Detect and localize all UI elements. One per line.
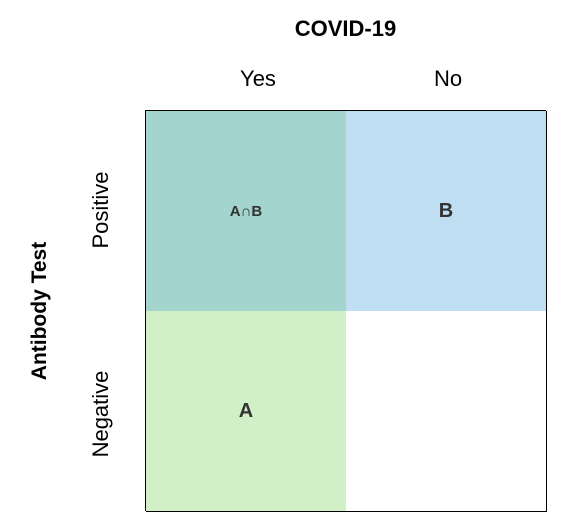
cell-negative-yes: A xyxy=(146,311,347,512)
row-title: Antibody Test xyxy=(28,241,51,381)
cell-positive-no: B xyxy=(346,111,547,312)
column-label-no: No xyxy=(433,66,463,91)
row-label-positive: Positive xyxy=(88,171,113,249)
cell-negative-no xyxy=(346,311,547,512)
contingency-grid: A∩B B A xyxy=(145,110,547,512)
row-label-negative: Negative xyxy=(88,370,113,458)
column-title: COVID-19 xyxy=(294,16,397,41)
column-label-yes: Yes xyxy=(240,66,276,91)
cell-positive-yes: A∩B xyxy=(146,111,347,312)
